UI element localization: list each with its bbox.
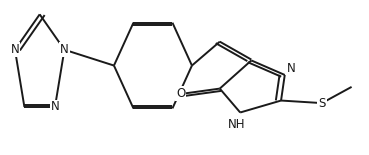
Text: NH: NH bbox=[228, 118, 245, 131]
Text: N: N bbox=[11, 43, 19, 56]
Text: N: N bbox=[287, 62, 296, 75]
Text: S: S bbox=[318, 97, 325, 110]
Text: O: O bbox=[176, 87, 185, 100]
Text: N: N bbox=[60, 43, 69, 56]
Text: N: N bbox=[51, 100, 59, 113]
